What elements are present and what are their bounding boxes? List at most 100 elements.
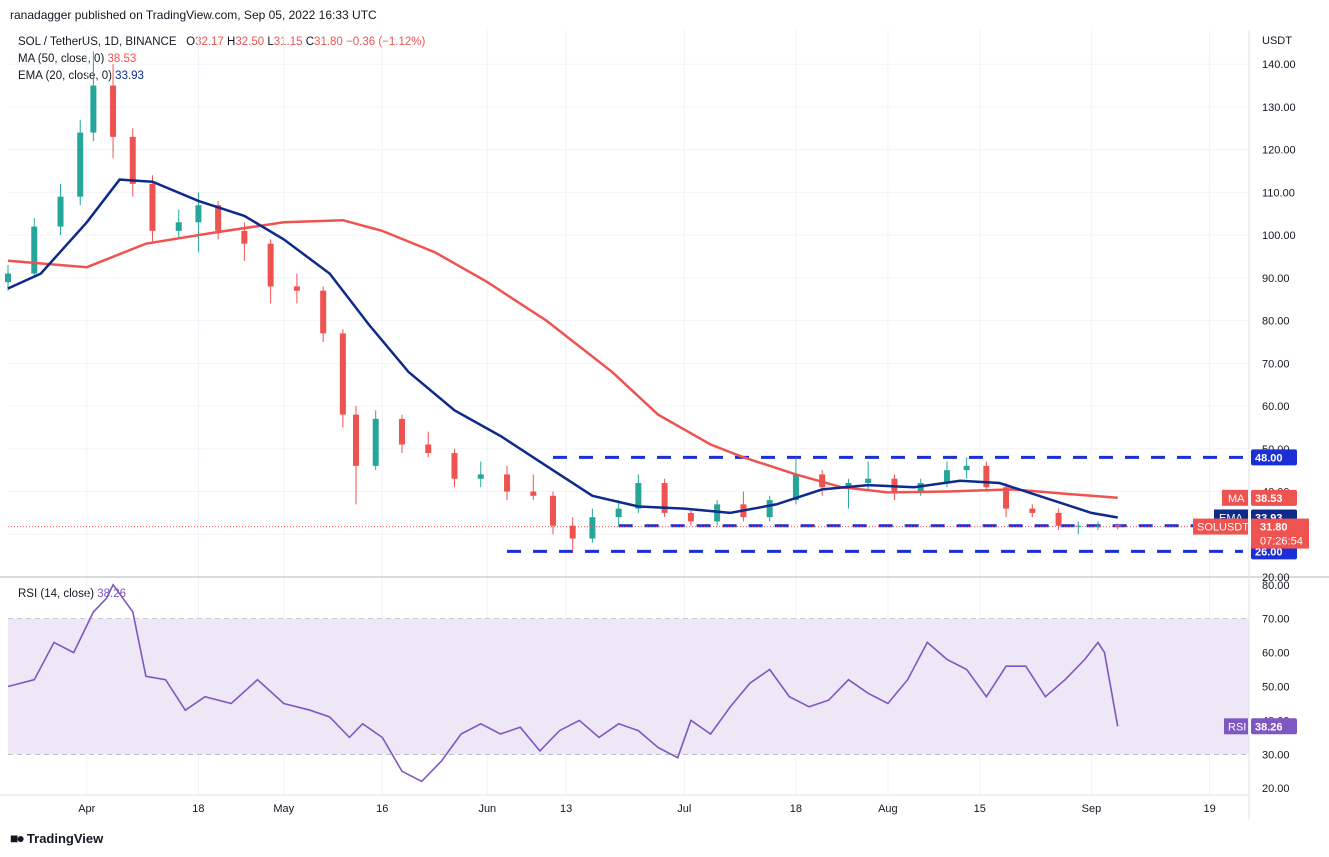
time-axis-ticks: Apr 18 May 16 Jun 13 Jul 18 Aug 15 Sep 19 bbox=[78, 803, 1215, 815]
rsi-tag-bg bbox=[1251, 718, 1297, 735]
symbol-tag-name: SOLUSDT bbox=[1197, 522, 1249, 534]
candle-body bbox=[5, 273, 11, 283]
candle-body bbox=[241, 230, 248, 244]
rsi-line bbox=[7, 583, 1119, 783]
ohlc-high: 32.50 bbox=[235, 36, 265, 48]
symbol-ohlc-line: SOL / TetherUS, 1D, BINANCE O32.17 H32.5… bbox=[18, 36, 425, 48]
candle-body bbox=[504, 474, 511, 492]
candle-body bbox=[372, 418, 379, 466]
candle-body bbox=[792, 474, 799, 501]
candle-body bbox=[615, 508, 622, 518]
time-tick-label: Apr bbox=[78, 803, 95, 815]
ma-tag-bg bbox=[1251, 489, 1297, 506]
ohlc-open-label: O bbox=[186, 36, 196, 48]
candle-body bbox=[661, 482, 668, 513]
candle-body bbox=[1003, 487, 1010, 509]
candle-body bbox=[477, 474, 484, 479]
time-tick-label: Jul bbox=[677, 803, 691, 815]
ma-legend-value: 38.53 bbox=[107, 53, 137, 65]
price-tag-bg bbox=[1251, 518, 1309, 549]
candle-body bbox=[451, 453, 458, 479]
candle-body bbox=[1055, 512, 1062, 526]
candle-body bbox=[57, 196, 64, 227]
price-axis-tags: 48.0032.0026.00MA38.53EMA33.93SOLUSDT31.… bbox=[1193, 449, 1309, 735]
price-tick-label: 70.00 bbox=[1262, 358, 1290, 370]
rsi-tick-label: 70.00 bbox=[1262, 614, 1290, 626]
time-tick-label: Aug bbox=[878, 803, 898, 815]
candle-body bbox=[31, 226, 38, 274]
price-tick-label: 60.00 bbox=[1262, 401, 1290, 413]
horizontal-levels bbox=[507, 455, 1243, 553]
candle-body bbox=[320, 290, 327, 334]
countdown-tag: 07:26:54 bbox=[1260, 536, 1303, 548]
price-tick-label: 140.00 bbox=[1262, 59, 1296, 71]
ma-legend-label: MA (50, close, 0) bbox=[18, 53, 105, 65]
price-tick-label: 80.00 bbox=[1262, 316, 1290, 328]
candle-body bbox=[267, 243, 274, 287]
ema-legend-label: EMA (20, close, 0) bbox=[18, 70, 112, 82]
time-tick-label: Sep bbox=[1082, 803, 1102, 815]
candle-body bbox=[110, 85, 117, 137]
candle-body bbox=[530, 491, 537, 496]
candle-body bbox=[1114, 524, 1121, 527]
publisher-line: ranadagger published on TradingView.com,… bbox=[10, 8, 377, 22]
rsi-tick-label: 20.00 bbox=[1262, 783, 1290, 795]
candle-body bbox=[963, 465, 970, 471]
level-tag: 48.00 bbox=[1255, 452, 1283, 464]
rsi-legend-value: 38.26 bbox=[97, 588, 127, 600]
rsi-legend-label: RSI (14, close) bbox=[18, 588, 95, 600]
level-tag-bg bbox=[1251, 449, 1297, 466]
ma-tag-name: MA bbox=[1228, 493, 1245, 505]
candle-body bbox=[175, 222, 182, 231]
candle-body bbox=[398, 418, 405, 445]
candle-body bbox=[90, 85, 97, 133]
time-tick-label: May bbox=[273, 803, 294, 815]
level-tag: 26.00 bbox=[1255, 546, 1283, 558]
rsi-tick-label: 60.00 bbox=[1262, 648, 1290, 660]
rsi-tag: 38.26 bbox=[1255, 721, 1283, 733]
tradingview-logo[interactable]: ■● TradingView bbox=[10, 830, 103, 846]
price-tick-label: 100.00 bbox=[1262, 230, 1296, 242]
candle-body bbox=[589, 517, 596, 539]
time-tick-label: 18 bbox=[192, 803, 204, 815]
price-tag: 31.80 bbox=[1260, 522, 1288, 534]
price-tick-label: 20.00 bbox=[1262, 572, 1290, 584]
ema-legend: EMA (20, close, 0) 33.93 bbox=[18, 70, 144, 82]
time-tick-label: 13 bbox=[560, 803, 572, 815]
rsi-legend: RSI (14, close) 38.26 bbox=[18, 588, 126, 600]
rsi-tag-name: RSI bbox=[1228, 721, 1246, 733]
symbol-tag-name-bg bbox=[1193, 518, 1248, 535]
time-tick-label: Jun bbox=[478, 803, 496, 815]
price-tick-label: 110.00 bbox=[1262, 187, 1295, 199]
candle-body bbox=[293, 286, 300, 291]
candle-body bbox=[865, 478, 872, 483]
candle-body bbox=[687, 512, 694, 522]
ma-tag: 38.53 bbox=[1255, 493, 1283, 505]
candle-body bbox=[635, 482, 642, 509]
ohlc-open: 32.17 bbox=[195, 36, 224, 48]
candle-body bbox=[549, 495, 556, 526]
axis-unit-label: USDT bbox=[1262, 35, 1292, 47]
ohlc-change: −0.36 (−1.12%) bbox=[346, 36, 426, 48]
time-tick-label: 18 bbox=[790, 803, 802, 815]
candle-body bbox=[77, 132, 84, 197]
candle-body bbox=[149, 183, 156, 231]
candle-body bbox=[425, 444, 432, 454]
candle-body bbox=[943, 470, 950, 483]
candle-body bbox=[215, 205, 222, 231]
candle-body bbox=[766, 500, 773, 518]
candle-body bbox=[339, 333, 346, 415]
candle-body bbox=[1029, 508, 1036, 513]
candle-body bbox=[845, 482, 852, 488]
candle-body bbox=[983, 465, 990, 488]
rsi-tag-name-bg bbox=[1224, 718, 1248, 735]
candle-body bbox=[569, 525, 576, 539]
ma-50-line bbox=[7, 218, 1118, 500]
time-tick-label: 15 bbox=[974, 803, 986, 815]
price-tick-label: 120.00 bbox=[1262, 145, 1296, 157]
ohlc-close-label: C bbox=[305, 36, 315, 48]
ohlc-close: 31.80 bbox=[314, 36, 343, 48]
time-tick-label: 19 bbox=[1203, 803, 1215, 815]
